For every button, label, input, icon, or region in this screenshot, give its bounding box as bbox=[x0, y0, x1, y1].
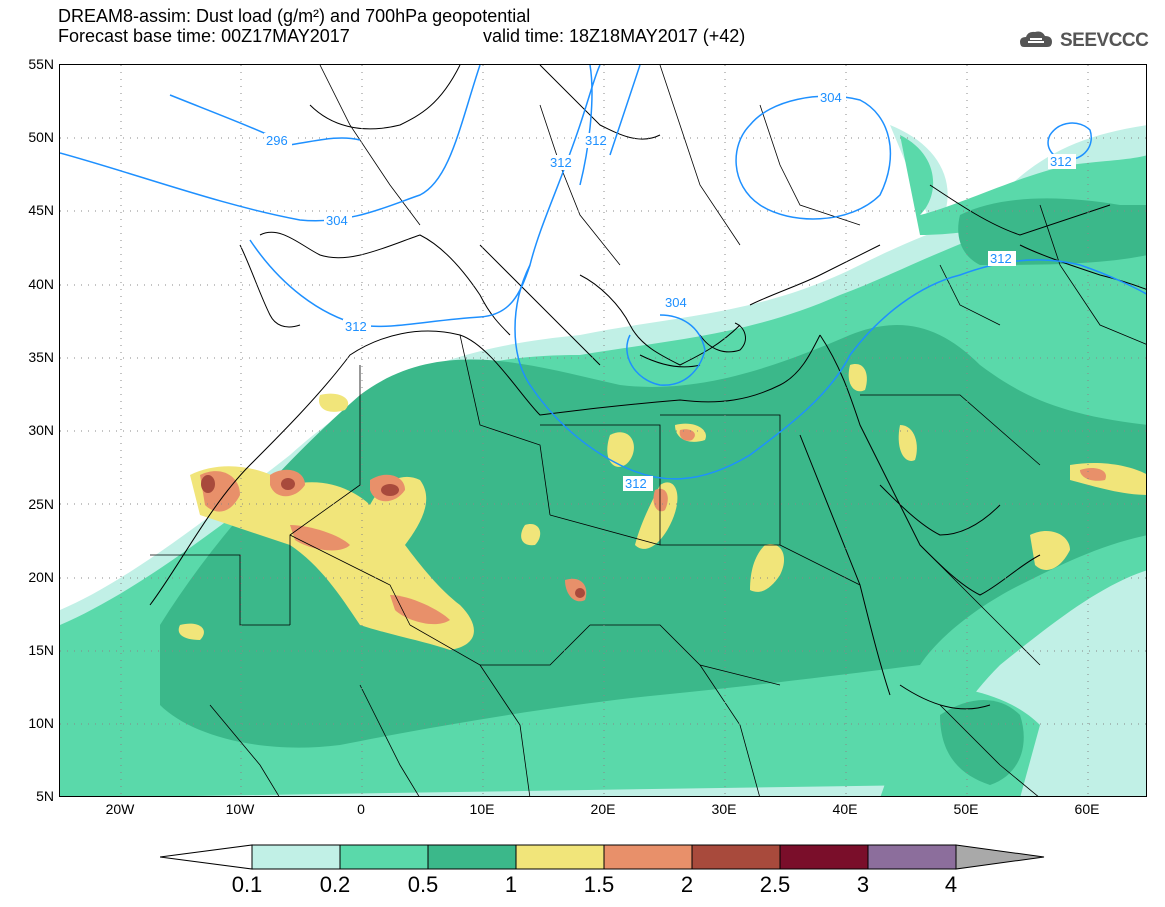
country-borders bbox=[150, 65, 1146, 796]
logo-text: SEEVCCC bbox=[1060, 30, 1149, 51]
forecast-base-time: Forecast base time: 00Z17MAY2017 bbox=[58, 26, 350, 46]
lon-label: 10E bbox=[469, 801, 495, 817]
lon-label: 50E bbox=[953, 801, 979, 817]
colorbar-label: 1 bbox=[504, 872, 518, 897]
dust-load-map: 296 304 312 312 312 304 312 312 304 312 bbox=[59, 64, 1147, 797]
coastlines bbox=[149, 65, 1146, 710]
contour-label: 304 bbox=[820, 90, 842, 105]
colorbar-swatch bbox=[603, 844, 693, 870]
colorbar-label: 0.1 bbox=[231, 872, 263, 897]
contour-label: 312 bbox=[550, 155, 572, 170]
colorbar-swatch bbox=[251, 844, 341, 870]
colorbar-swatch bbox=[339, 844, 429, 870]
lon-label: 40E bbox=[832, 801, 858, 817]
colorbar-swatch bbox=[779, 844, 869, 870]
lat-label: 20N bbox=[28, 569, 54, 585]
valid-time: valid time: 18Z18MAY2017 (+42) bbox=[483, 26, 746, 46]
lat-label: 40N bbox=[28, 276, 54, 292]
lat-label: 25N bbox=[28, 496, 54, 512]
lon-label: 30E bbox=[711, 801, 737, 817]
contour-label: 304 bbox=[326, 213, 348, 228]
lon-label: 0 bbox=[357, 801, 365, 817]
lat-label: 5N bbox=[36, 788, 54, 804]
lat-label: 45N bbox=[28, 202, 54, 218]
colorbar bbox=[160, 844, 1045, 870]
contour-label: 304 bbox=[665, 295, 687, 310]
lat-label: 50N bbox=[28, 129, 54, 145]
lat-label: 15N bbox=[28, 642, 54, 658]
contour-label: 312 bbox=[990, 251, 1012, 266]
contour-label: 296 bbox=[266, 133, 288, 148]
cloud-logo-icon bbox=[1020, 31, 1052, 47]
lon-label: 10W bbox=[225, 801, 255, 817]
contour-label: 312 bbox=[1050, 154, 1072, 169]
lon-label: 20W bbox=[105, 801, 135, 817]
colorbar-swatch bbox=[691, 844, 781, 870]
colorbar-label: 2.5 bbox=[759, 872, 791, 897]
colorbar-label: 2 bbox=[680, 872, 694, 897]
lat-label: 55N bbox=[28, 56, 54, 72]
colorbar-swatch bbox=[867, 844, 957, 870]
colorbar-swatch bbox=[427, 844, 517, 870]
lat-label: 10N bbox=[28, 715, 54, 731]
colorbar-label: 0.5 bbox=[407, 872, 439, 897]
colorbar-label: 4 bbox=[944, 872, 958, 897]
contour-label: 312 bbox=[625, 476, 647, 491]
colorbar-label: 1.5 bbox=[583, 872, 615, 897]
lat-label: 35N bbox=[28, 349, 54, 365]
colorbar-label: 3 bbox=[856, 872, 870, 897]
colorbar-label: 0.2 bbox=[319, 872, 351, 897]
map-canvas: 296 304 312 312 312 304 312 312 304 312 bbox=[60, 65, 1146, 796]
lon-label: 20E bbox=[590, 801, 616, 817]
colorbar-swatch bbox=[515, 844, 605, 870]
lon-label: 60E bbox=[1074, 801, 1100, 817]
contour-label: 312 bbox=[585, 133, 607, 148]
map-title: DREAM8-assim: Dust load (g/m²) and 700hP… bbox=[58, 6, 531, 26]
lat-label: 30N bbox=[28, 422, 54, 438]
dust-layer-2-2p5 bbox=[201, 475, 585, 598]
contour-label: 312 bbox=[345, 319, 367, 334]
colorbar-swatch bbox=[955, 844, 1045, 870]
contour-labels: 296 304 312 312 312 304 312 312 304 312 bbox=[264, 90, 1076, 491]
